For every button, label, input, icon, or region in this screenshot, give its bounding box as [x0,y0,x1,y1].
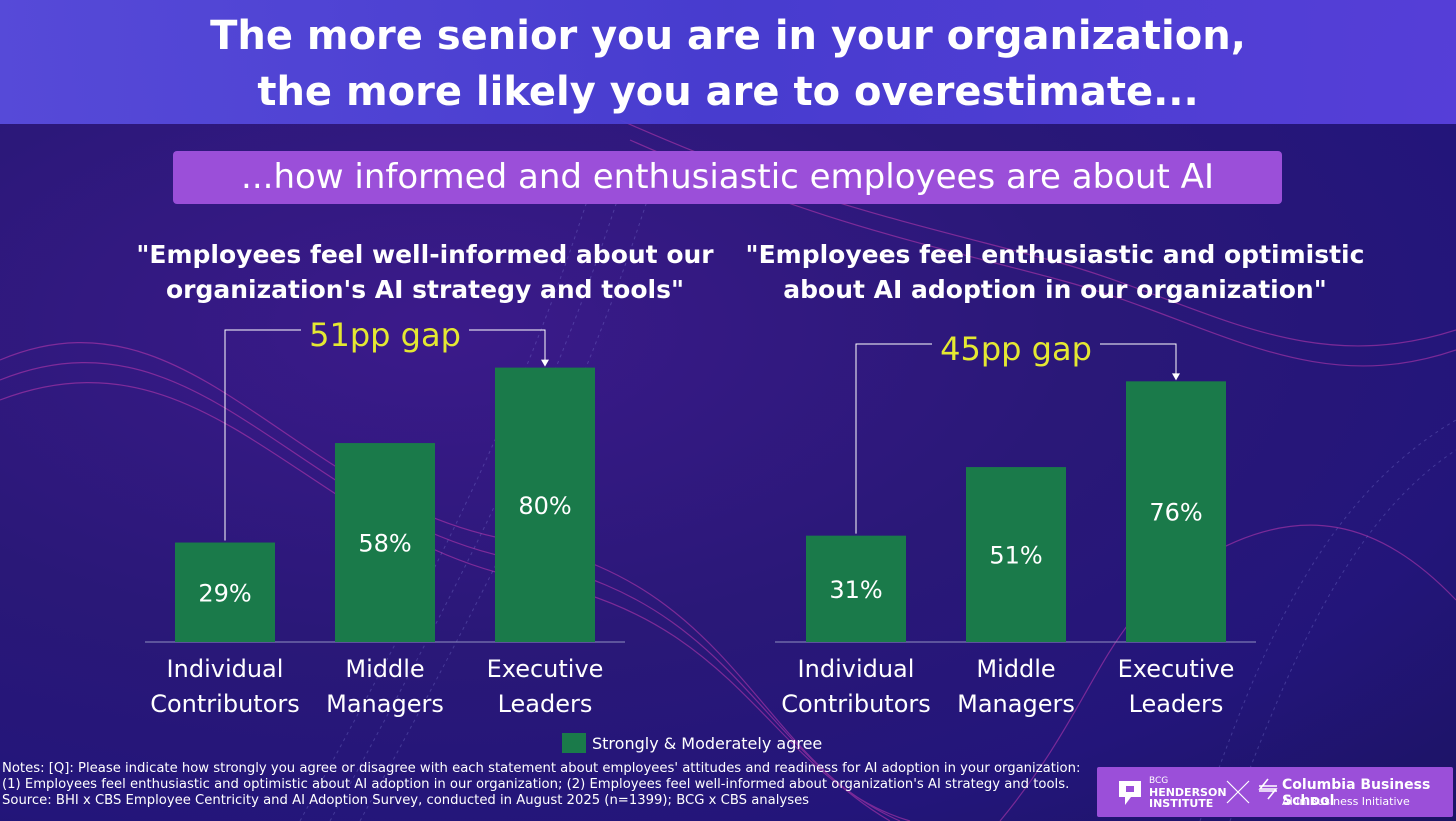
chart-2-category-label-3-line-2: Leaders [1129,690,1224,718]
subtitle: ...how informed and enthusiastic employe… [173,151,1282,204]
bcg-logo-line-2: HENDERSON [1149,786,1227,799]
chart-1-value-label-1: 29% [198,579,251,607]
chart-2-title: "Employees feel enthusiastic and optimis… [730,237,1380,307]
chart-1-value-label-2: 58% [358,530,411,558]
page-title: The more senior you are in your organiza… [0,8,1456,120]
chart-2-title-line-2: about AI adoption in our organization" [783,275,1327,304]
chart-2-bar-1 [806,535,906,642]
columbia-logo-name: Columbia Business School [1282,777,1431,809]
logo-box: BCG HENDERSON INSTITUTE Columbia Busines… [1097,767,1453,817]
cross-divider-icon [1226,780,1250,804]
chart-1-category-label-2-line-2: Managers [326,690,444,718]
chart-2-value-label-1: 31% [829,576,882,604]
chart-1-gap-bracket-left [224,329,301,541]
columbia-logo-icon [1258,778,1278,800]
chart-1-gap-label: 51pp gap [309,316,461,354]
notes: Notes: [Q]: Please indicate how strongly… [2,761,1081,808]
chart-2-bar-2 [966,467,1066,642]
chart-2-value-label-2: 51% [989,542,1042,570]
chart-2-gap-bracket-left [855,343,932,534]
chart-1-title-line-2: organization's AI strategy and tools" [165,275,685,304]
title-band [0,0,1456,124]
chart-1-gap-arrowhead [541,359,549,367]
legend-label: Strongly & Moderately agree [592,733,823,753]
chart-1-category-label-3-line-2: Leaders [498,690,593,718]
chart-2-category-label-3-line-1: Executive [1118,655,1235,683]
title-line-2: the more likely you are to overestimate.… [257,69,1199,115]
chart-2-gap-bracket-right [1100,343,1177,376]
chart-2-category-label-2-line-2: Managers [957,690,1075,718]
chart-2-category-label-1-line-1: Individual [798,655,915,683]
chart-1-gap-bracket-right [469,329,546,362]
chart-2-category-label-1-line-2: Contributors [781,690,931,718]
chart-1-bar-2 [335,443,435,642]
columbia-logo-sub: AI in Business Initiative [1282,795,1410,808]
chart-1-title-line-1: "Employees feel well-informed about our [136,240,714,269]
chart-2-category-label-2-line-1: Middle [976,655,1055,683]
chart-1-title: "Employees feel well-informed about our … [100,237,750,307]
title-line-1: The more senior you are in your organiza… [210,13,1246,59]
chart-2-bar-3 [1126,381,1226,642]
chart-2-gap-label: 45pp gap [940,330,1092,368]
bcg-logo-line-3: INSTITUTE [1149,797,1214,810]
chart-1-value-label-3: 80% [518,492,571,520]
legend: Strongly & Moderately agree [562,731,822,755]
chart-1-category-label-1-line-2: Contributors [150,690,300,718]
bcg-logo-line-1: BCG [1149,776,1169,786]
chart-2-title-line-1: "Employees feel enthusiastic and optimis… [745,240,1365,269]
bcg-henderson-logo: BCG HENDERSON INSTITUTE [1149,776,1227,809]
bcg-logo-icon [1119,781,1141,805]
chart-2-value-label-3: 76% [1149,499,1202,527]
chart-1-bar-3 [495,367,595,642]
chart-1-category-label-3-line-1: Executive [487,655,604,683]
chart-1-bar-1 [175,542,275,642]
chart-1-category-label-2-line-1: Middle [345,655,424,683]
legend-swatch [562,733,586,753]
chart-1-category-label-1-line-1: Individual [167,655,284,683]
chart-2-gap-arrowhead [1172,373,1180,381]
